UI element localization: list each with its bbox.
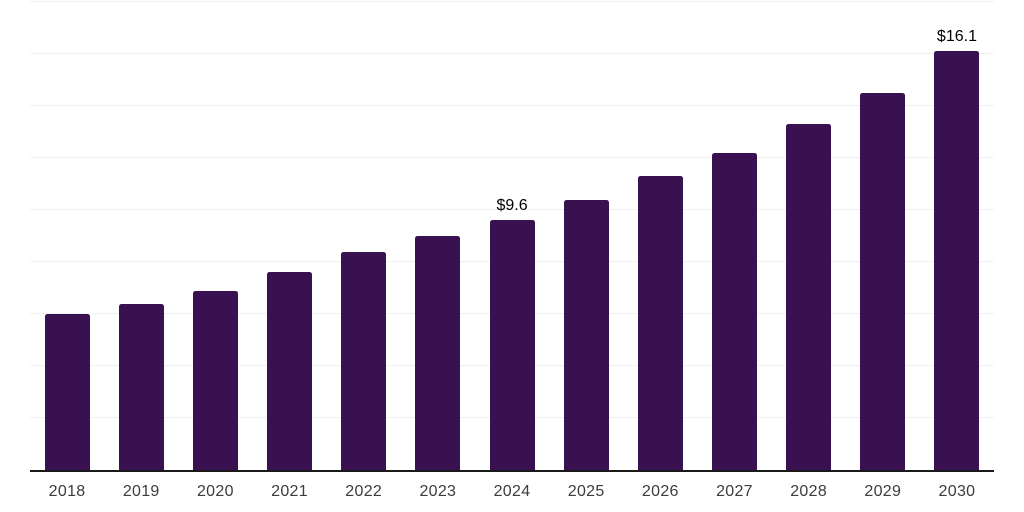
x-tick-label-2020: 2020 bbox=[196, 483, 234, 500]
x-tick-label-2021: 2021 bbox=[271, 483, 308, 500]
x-tick-label-2027: 2027 bbox=[716, 483, 753, 500]
x-tick-label-2030: 2030 bbox=[938, 483, 976, 500]
gridline-y-12 bbox=[30, 157, 994, 159]
bar-2018 bbox=[44, 314, 90, 470]
bar-series: $9.6 $16.1 bbox=[30, 2, 994, 470]
x-tick-label-2022: 2022 bbox=[345, 483, 383, 500]
bar-slot-2018 bbox=[30, 2, 104, 470]
bar-value-label-2030: $16.1 bbox=[936, 28, 977, 46]
bar-2028 bbox=[786, 124, 832, 470]
x-tick-label-2019: 2019 bbox=[122, 483, 160, 500]
x-tick-label-2023: 2023 bbox=[419, 483, 457, 500]
bar-slot-2029 bbox=[846, 2, 920, 470]
bar-slot-2019 bbox=[104, 2, 178, 470]
x-tick-label-2028: 2028 bbox=[790, 483, 828, 500]
bar-slot-2022 bbox=[327, 2, 401, 470]
bar-2029 bbox=[860, 93, 906, 470]
gridline-y-18 bbox=[30, 1, 994, 2]
bar-value-label-2024: $9.6 bbox=[496, 197, 528, 215]
gridline-y-14 bbox=[30, 105, 994, 106]
bar-2027 bbox=[711, 152, 757, 470]
bar-slot-2030: $16.1 bbox=[920, 2, 994, 470]
bar-slot-2023 bbox=[401, 2, 475, 470]
bar-slot-2025 bbox=[549, 2, 623, 470]
bar-2026 bbox=[637, 176, 683, 470]
x-tick-label-2026: 2026 bbox=[641, 483, 679, 500]
bar-2020 bbox=[192, 290, 238, 470]
x-tick-label-2024: 2024 bbox=[493, 483, 531, 500]
bar-slot-2026 bbox=[623, 2, 697, 470]
bar-slot-2027 bbox=[697, 2, 771, 470]
bar-slot-2021 bbox=[252, 2, 326, 470]
bar-2022 bbox=[341, 251, 387, 470]
bar-2023 bbox=[415, 236, 461, 470]
bar-2030: $16.1 bbox=[934, 28, 980, 470]
bar-2021 bbox=[267, 272, 313, 470]
gridline-y-16 bbox=[30, 53, 994, 54]
x-axis-tick-labels: 2018 2019 2020 2021 2022 2023 2024 2025 2026 2027… bbox=[30, 483, 994, 501]
bar-slot-2020 bbox=[178, 2, 252, 470]
bar-2019 bbox=[118, 303, 164, 470]
x-tick-label-2025: 2025 bbox=[567, 483, 605, 500]
x-tick-label-2029: 2029 bbox=[864, 483, 902, 500]
bar-2024: $9.6 bbox=[489, 197, 535, 470]
bar-2025 bbox=[563, 199, 609, 470]
x-tick-label-2018: 2018 bbox=[48, 483, 86, 500]
bar-slot-2028 bbox=[772, 2, 846, 470]
plot-area: $9.6 $16.1 bbox=[30, 1, 994, 472]
bar-slot-2024: $9.6 bbox=[475, 2, 549, 470]
gridline-y-10 bbox=[30, 209, 994, 210]
